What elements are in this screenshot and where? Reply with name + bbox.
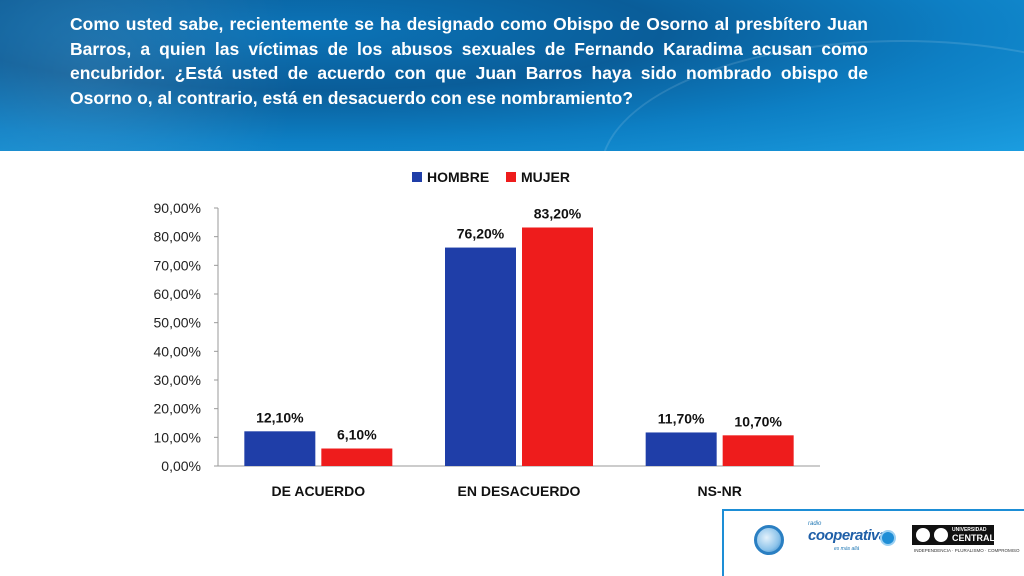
y-tick-label: 30,00% xyxy=(154,372,201,388)
uc-circle-icon xyxy=(916,528,930,542)
data-label: 11,70% xyxy=(658,410,705,426)
logo-panel: radio cooperativa es más allá UNIVERSIDA… xyxy=(722,509,1024,576)
survey-question: Como usted sabe, recientemente se ha des… xyxy=(70,14,868,108)
bar-chart: 0,00% 10,00% 20,00% 30,00% 40,00% 50,00% 60,00… xyxy=(154,169,820,499)
banner-glow xyxy=(0,0,300,151)
y-tick-label: 40,00% xyxy=(154,343,201,359)
data-label: 76,20% xyxy=(457,226,505,242)
cooperativa-logo-tagline: es más allá xyxy=(834,546,860,552)
bar-mujer xyxy=(522,227,593,466)
y-tick-label: 20,00% xyxy=(154,401,201,417)
legend-label-mujer: MUJER xyxy=(521,169,570,185)
y-tick-label: 90,00% xyxy=(154,200,201,216)
cooperativa-swirl-icon xyxy=(880,530,896,546)
legend-swatch-mujer xyxy=(506,172,516,182)
y-tick-label: 60,00% xyxy=(154,286,201,302)
cooperativa-logo-main: cooperativa xyxy=(808,527,887,544)
globe-logo-icon xyxy=(754,525,784,555)
bar-hombre xyxy=(445,247,516,466)
y-tick-label: 10,00% xyxy=(154,429,201,445)
bar-mujer xyxy=(722,435,794,466)
uc-circle-icon-2 xyxy=(934,528,948,542)
uc-logo-line2: CENTRAL xyxy=(952,533,995,543)
data-label: 12,10% xyxy=(256,409,304,425)
x-tick-label: EN DESACUERDO xyxy=(458,483,581,499)
uc-logo-tagline: INDEPENDENCIA · PLURALISMO · COMPROMISO xyxy=(914,548,1020,553)
data-label: 83,20% xyxy=(534,205,582,221)
y-tick-label: 80,00% xyxy=(154,229,201,245)
cooperativa-logo-small: radio xyxy=(808,521,822,527)
header-banner: Como usted sabe, recientemente se ha des… xyxy=(0,0,1024,151)
legend-swatch-hombre xyxy=(412,172,422,182)
bar-mujer xyxy=(321,448,393,466)
cooperativa-logo: radio cooperativa es más allá xyxy=(808,521,900,561)
bar-hombre xyxy=(645,432,717,466)
legend-label-hombre: HOMBRE xyxy=(427,169,489,185)
y-tick-label: 0,00% xyxy=(161,458,201,474)
data-label: 6,10% xyxy=(337,427,377,443)
universidad-central-logo: UNIVERSIDAD CENTRAL INDEPENDENCIA · PLUR… xyxy=(912,525,1020,557)
data-label: 10,70% xyxy=(734,413,782,429)
bar-hombre xyxy=(244,431,316,466)
x-tick-label: NS-NR xyxy=(697,483,741,499)
y-tick-label: 70,00% xyxy=(154,257,201,273)
x-tick-label: DE ACUERDO xyxy=(272,483,366,499)
uc-logo-box: UNIVERSIDAD CENTRAL xyxy=(912,525,995,545)
y-tick-label: 50,00% xyxy=(154,315,201,331)
uc-logo-line1: UNIVERSIDAD xyxy=(952,527,987,533)
